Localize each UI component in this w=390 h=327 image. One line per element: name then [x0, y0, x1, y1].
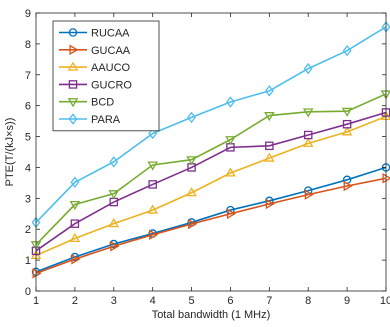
y-tick-label: 1	[25, 255, 31, 267]
legend-item: PARA	[59, 113, 121, 126]
x-tick-label: 10	[380, 295, 390, 307]
data-point	[147, 204, 158, 214]
x-tick-label: 2	[72, 295, 78, 307]
data-point	[147, 161, 158, 171]
series-line	[35, 93, 387, 246]
series-gucaa	[32, 172, 390, 279]
y-tick-label: 0	[25, 286, 31, 298]
y-tick-label: 3	[25, 193, 31, 205]
data-point	[67, 98, 79, 108]
data-point	[32, 268, 42, 279]
axes	[35, 12, 387, 292]
data-point	[225, 167, 236, 177]
x-tick-label: 5	[188, 295, 194, 307]
x-tick-label: 8	[305, 295, 311, 307]
y-tick-label: 2	[25, 224, 31, 236]
data-point	[148, 180, 157, 189]
legend-box	[52, 20, 160, 132]
legend-item: AAUCO	[59, 61, 131, 74]
series-line	[35, 115, 387, 257]
x-tick-label: 4	[150, 295, 156, 307]
series-layer	[30, 21, 390, 279]
data-point	[343, 180, 353, 192]
x-tick-label: 9	[344, 295, 350, 307]
series-para	[31, 21, 390, 229]
data-point	[186, 156, 197, 166]
x-tick-label: 3	[111, 295, 117, 307]
legend-label: RUCAA	[91, 28, 130, 40]
legend-label: GUCRO	[91, 79, 132, 91]
data-point	[264, 112, 275, 122]
x-tick-label: 6	[227, 295, 233, 307]
data-point	[68, 113, 78, 125]
series-line	[35, 177, 387, 275]
y-tick-label: 9	[25, 8, 31, 20]
legend-item: GUCAA	[59, 44, 131, 57]
data-point	[110, 240, 120, 252]
series-line	[35, 166, 387, 273]
x-tick-label: 1	[33, 295, 39, 307]
y-tick-label: 8	[25, 39, 31, 51]
y-axis-label: PTE(T/(kJ×s))	[4, 118, 16, 187]
data-point	[109, 156, 119, 168]
legend-label: PARA	[91, 114, 121, 126]
x-axis-label: Total bandwidth (1 MHz)	[152, 309, 271, 321]
data-point	[188, 218, 198, 230]
data-point	[67, 61, 79, 71]
data-point	[186, 187, 197, 197]
legend-item: BCD	[59, 97, 114, 109]
y-tick-label: 5	[25, 132, 31, 144]
series-line	[35, 26, 387, 223]
y-tick-label: 7	[25, 70, 31, 82]
data-point	[302, 137, 314, 147]
data-point	[108, 218, 120, 228]
data-point	[342, 119, 352, 129]
legend-item: RUCAA	[59, 28, 130, 40]
data-point	[265, 198, 275, 210]
data-point	[69, 200, 81, 211]
data-point	[226, 96, 235, 108]
legend: RUCAA GUCAA AAUCO GUCRO BCD PARA	[52, 20, 160, 132]
legend-label: GUCAA	[91, 45, 131, 57]
data-point	[68, 80, 78, 89]
data-point	[304, 189, 314, 200]
legend-label: AAUCO	[91, 62, 131, 74]
data-point	[264, 152, 275, 162]
data-point	[265, 141, 274, 151]
data-point	[149, 229, 159, 241]
axes-box	[35, 12, 387, 292]
data-point	[68, 28, 78, 37]
data-point	[70, 219, 80, 228]
data-point	[382, 172, 390, 184]
data-point	[70, 176, 80, 189]
y-tick-label: 6	[25, 101, 31, 113]
data-point	[148, 127, 158, 140]
series-line	[35, 111, 387, 252]
data-point	[109, 239, 119, 249]
data-point	[303, 130, 313, 140]
data-point	[302, 108, 314, 118]
data-point	[69, 232, 81, 243]
legend-item: GUCRO	[59, 79, 132, 91]
data-point	[69, 44, 79, 56]
data-point	[264, 85, 274, 97]
data-point	[341, 126, 353, 136]
data-point	[303, 62, 313, 75]
data-point	[70, 252, 80, 262]
data-point	[225, 136, 236, 146]
data-point	[226, 208, 237, 220]
data-point	[342, 44, 352, 57]
data-point	[71, 253, 81, 265]
data-point	[341, 107, 353, 117]
data-point	[108, 190, 120, 200]
x-tick-label: 7	[266, 295, 272, 307]
legend-label: BCD	[91, 97, 114, 109]
y-tick-label: 4	[25, 162, 31, 174]
data-point	[187, 111, 196, 124]
